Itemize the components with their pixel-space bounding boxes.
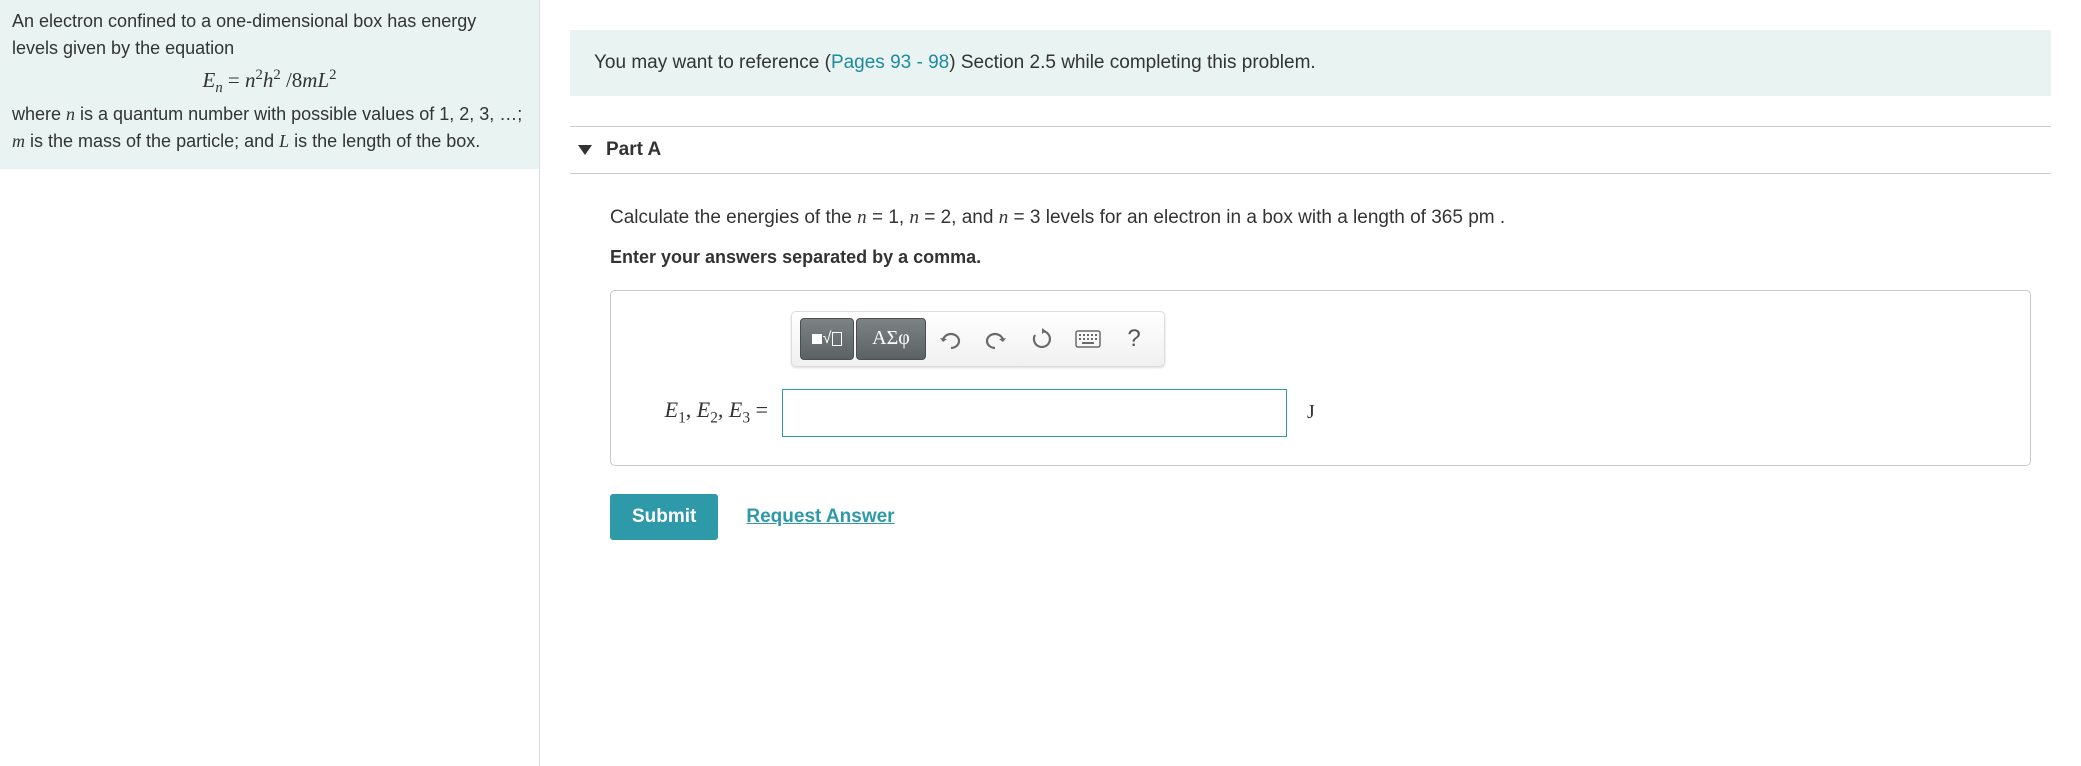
ref-prefix: You may want to reference ( — [594, 52, 831, 73]
toolbar-row: √ ΑΣφ — [611, 291, 2030, 377]
caret-down-icon — [578, 145, 592, 155]
part-a-instruction: Enter your answers separated by a comma. — [610, 247, 2031, 268]
ref-suffix: ) Section 2.5 while completing this prob… — [949, 52, 1315, 73]
variable-label: E1, E2, E3 = — [633, 397, 768, 427]
part-a-body: Calculate the energies of the n = 1, n =… — [570, 204, 2051, 540]
submit-button[interactable]: Submit — [610, 494, 718, 540]
part-a-header[interactable]: Part A — [570, 126, 2051, 174]
left-panel: An electron confined to a one-dimensiona… — [0, 0, 540, 766]
answer-input-row: E1, E2, E3 = J — [611, 377, 2030, 465]
answer-input[interactable] — [782, 389, 1287, 437]
unit-label: J — [1307, 401, 1315, 424]
intro-equation: En = n2h2 /8mL2 — [12, 64, 527, 99]
ref-pages-link[interactable]: Pages 93 - 98 — [831, 52, 949, 73]
action-row: Submit Request Answer — [610, 494, 2031, 540]
help-button[interactable]: ? — [1112, 318, 1156, 360]
greek-button[interactable]: ΑΣφ — [856, 318, 926, 360]
equation-toolbar: √ ΑΣφ — [791, 311, 1165, 367]
undo-button[interactable] — [928, 318, 972, 360]
answer-area: √ ΑΣφ — [610, 290, 2031, 466]
templates-button[interactable]: √ — [800, 318, 854, 360]
request-answer-link[interactable]: Request Answer — [746, 506, 894, 528]
intro-line1: An electron confined to a one-dimensiona… — [12, 11, 476, 58]
redo-button[interactable] — [974, 318, 1018, 360]
part-a-title: Part A — [606, 139, 661, 161]
keyboard-button[interactable] — [1066, 318, 1110, 360]
part-a-prompt: Calculate the energies of the n = 1, n =… — [610, 204, 2031, 233]
right-panel: You may want to reference (Pages 93 - 98… — [560, 0, 2081, 766]
reference-banner: You may want to reference (Pages 93 - 98… — [570, 30, 2051, 96]
intro-line2: where n is a quantum number with possibl… — [12, 104, 522, 151]
problem-intro: An electron confined to a one-dimensiona… — [0, 0, 539, 169]
reset-button[interactable] — [1020, 318, 1064, 360]
